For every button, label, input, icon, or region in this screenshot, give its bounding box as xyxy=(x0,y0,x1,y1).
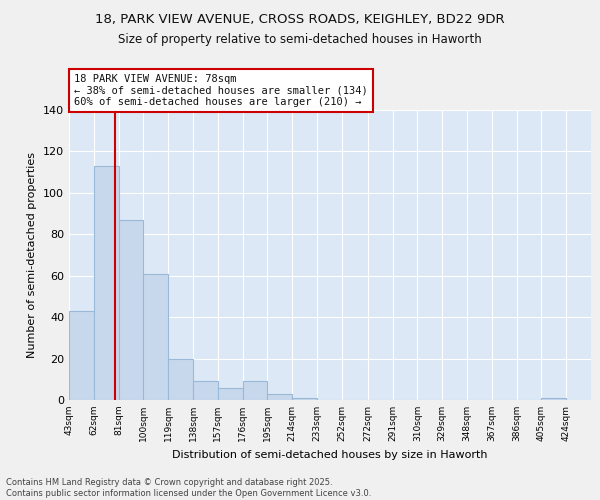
Bar xyxy=(168,358,193,400)
Bar xyxy=(242,382,268,400)
X-axis label: Distribution of semi-detached houses by size in Haworth: Distribution of semi-detached houses by … xyxy=(172,450,488,460)
Text: 18, PARK VIEW AVENUE, CROSS ROADS, KEIGHLEY, BD22 9DR: 18, PARK VIEW AVENUE, CROSS ROADS, KEIGH… xyxy=(95,12,505,26)
Bar xyxy=(292,398,317,400)
Bar xyxy=(143,274,168,400)
Y-axis label: Number of semi-detached properties: Number of semi-detached properties xyxy=(28,152,37,358)
Bar xyxy=(218,388,242,400)
Bar xyxy=(94,166,119,400)
Bar xyxy=(69,311,94,400)
Bar xyxy=(193,382,218,400)
Bar xyxy=(268,394,292,400)
Bar xyxy=(119,220,143,400)
Text: Contains HM Land Registry data © Crown copyright and database right 2025.
Contai: Contains HM Land Registry data © Crown c… xyxy=(6,478,371,498)
Text: Size of property relative to semi-detached houses in Haworth: Size of property relative to semi-detach… xyxy=(118,32,482,46)
Text: 18 PARK VIEW AVENUE: 78sqm
← 38% of semi-detached houses are smaller (134)
60% o: 18 PARK VIEW AVENUE: 78sqm ← 38% of semi… xyxy=(74,74,368,107)
Bar xyxy=(541,398,566,400)
